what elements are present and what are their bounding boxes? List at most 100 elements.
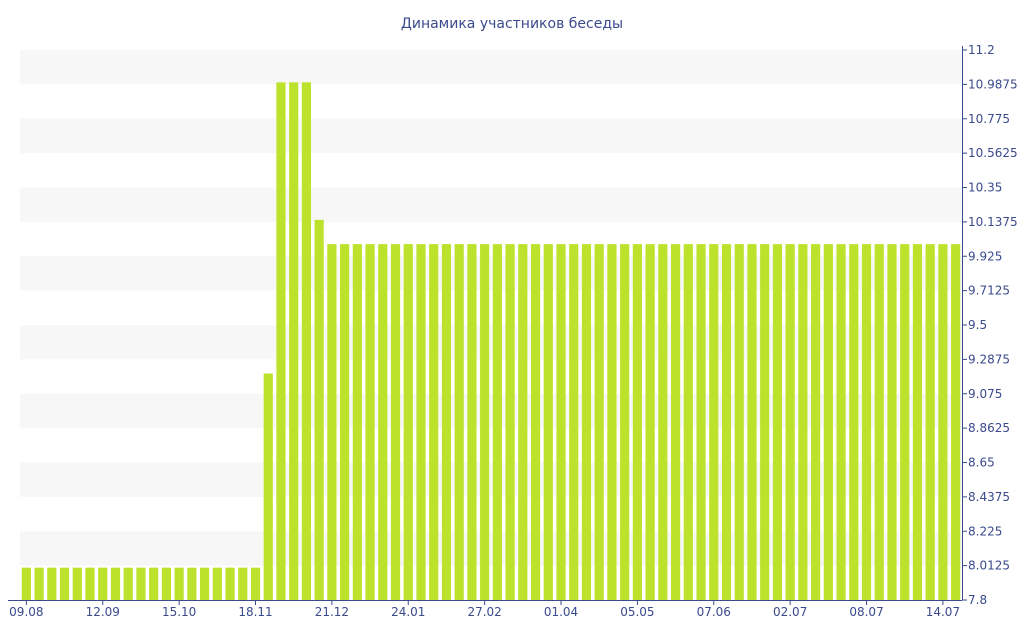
bar: [174, 567, 184, 600]
grid-stripe: [20, 393, 962, 429]
bar: [238, 567, 248, 600]
bar: [352, 244, 362, 600]
bar: [556, 244, 566, 600]
grid-stripe: [20, 462, 962, 497]
bar: [492, 244, 502, 600]
bar: [518, 244, 528, 600]
bar: [632, 244, 642, 600]
y-tick-label: 8.4375: [968, 490, 1010, 504]
bar: [951, 244, 961, 600]
bar: [709, 244, 719, 600]
bar: [658, 244, 668, 600]
grid-stripe: [20, 531, 962, 566]
bar: [263, 373, 273, 600]
y-tick-label: 10.9875: [968, 77, 1018, 91]
bar: [59, 567, 70, 600]
bar: [378, 244, 388, 600]
bar: [289, 82, 299, 601]
y-tick-label: 8.0125: [968, 559, 1010, 573]
bar: [403, 244, 413, 600]
bar: [21, 567, 31, 600]
bar: [900, 244, 910, 600]
y-tick-label: 9.925: [968, 249, 1002, 263]
bar: [123, 567, 133, 600]
y-tick-label: 9.075: [968, 387, 1002, 401]
bar: [110, 567, 121, 600]
x-tick-label: 12.09: [86, 605, 120, 619]
x-tick-label: 18.11: [238, 605, 272, 619]
bar: [836, 244, 846, 600]
bar: [225, 567, 235, 600]
y-tick-label: 8.65: [968, 456, 995, 470]
x-tick-label: 07.06: [697, 605, 731, 619]
bar: [543, 244, 553, 600]
bar: [161, 567, 171, 600]
bar: [849, 244, 859, 600]
bar: [454, 244, 464, 600]
bar: [530, 244, 541, 600]
bar: [874, 244, 884, 600]
bar: [136, 567, 146, 600]
bar: [683, 244, 693, 600]
x-tick-label: 27.02: [467, 605, 501, 619]
bar: [365, 244, 375, 600]
grid-stripe: [20, 325, 962, 360]
bar: [301, 82, 312, 601]
x-axis: 09.08 12.09 15.10 18.11 21.12 24.01 27.02 01.04…: [8, 600, 962, 619]
bar: [798, 244, 808, 600]
y-tick-label: 9.7125: [968, 284, 1010, 298]
bar: [72, 567, 82, 600]
x-tick-label: 05.05: [620, 605, 654, 619]
x-tick-label: 15.10: [162, 605, 196, 619]
bar: [581, 244, 592, 600]
bar: [212, 567, 222, 600]
grid-stripe: [20, 50, 962, 85]
y-tick-label: 10.1375: [968, 215, 1018, 229]
bars: [21, 82, 961, 601]
y-tick-label: 10.775: [968, 112, 1010, 126]
y-tick-label: 7.8: [968, 593, 987, 607]
y-tick-label: 8.225: [968, 524, 1002, 538]
x-tick-label: 21.12: [315, 605, 349, 619]
bar: [149, 567, 159, 600]
bar: [861, 244, 872, 600]
bar: [416, 244, 426, 600]
x-tick-label: 02.07: [773, 605, 807, 619]
y-tick-label: 11.2: [968, 43, 995, 57]
bar: [327, 244, 337, 600]
x-tick-label: 14.07: [926, 605, 960, 619]
bar: [467, 244, 477, 600]
grid-stripe: [20, 118, 962, 154]
y-tick-label: 10.5625: [968, 146, 1018, 160]
bar: [314, 219, 324, 600]
bar: [85, 567, 95, 600]
bar: [505, 244, 515, 600]
bar: [480, 244, 490, 600]
y-axis: 11.2 10.9875 10.775 10.5625 10.35 10.1375 9.92…: [962, 43, 1018, 607]
bar: [429, 244, 439, 600]
bar: [772, 244, 783, 600]
bar: [620, 244, 630, 600]
y-tick-label: 8.8625: [968, 421, 1010, 435]
bar: [696, 244, 706, 600]
grid-stripe: [20, 256, 962, 291]
bar: [187, 567, 197, 600]
bar: [645, 244, 655, 600]
bar: [441, 244, 452, 600]
bar: [569, 244, 579, 600]
bar: [98, 567, 108, 600]
bar: [276, 82, 286, 601]
bar: [747, 244, 757, 600]
bar: [594, 244, 604, 600]
y-tick-label: 10.35: [968, 181, 1002, 195]
bar: [938, 244, 948, 600]
x-tick-label: 24.01: [391, 605, 425, 619]
bar: [721, 244, 732, 600]
bar: [785, 244, 795, 600]
bar: [671, 244, 681, 600]
bar: [250, 567, 261, 600]
bar: [823, 244, 833, 600]
bar: [887, 244, 897, 600]
bar: [734, 244, 744, 600]
